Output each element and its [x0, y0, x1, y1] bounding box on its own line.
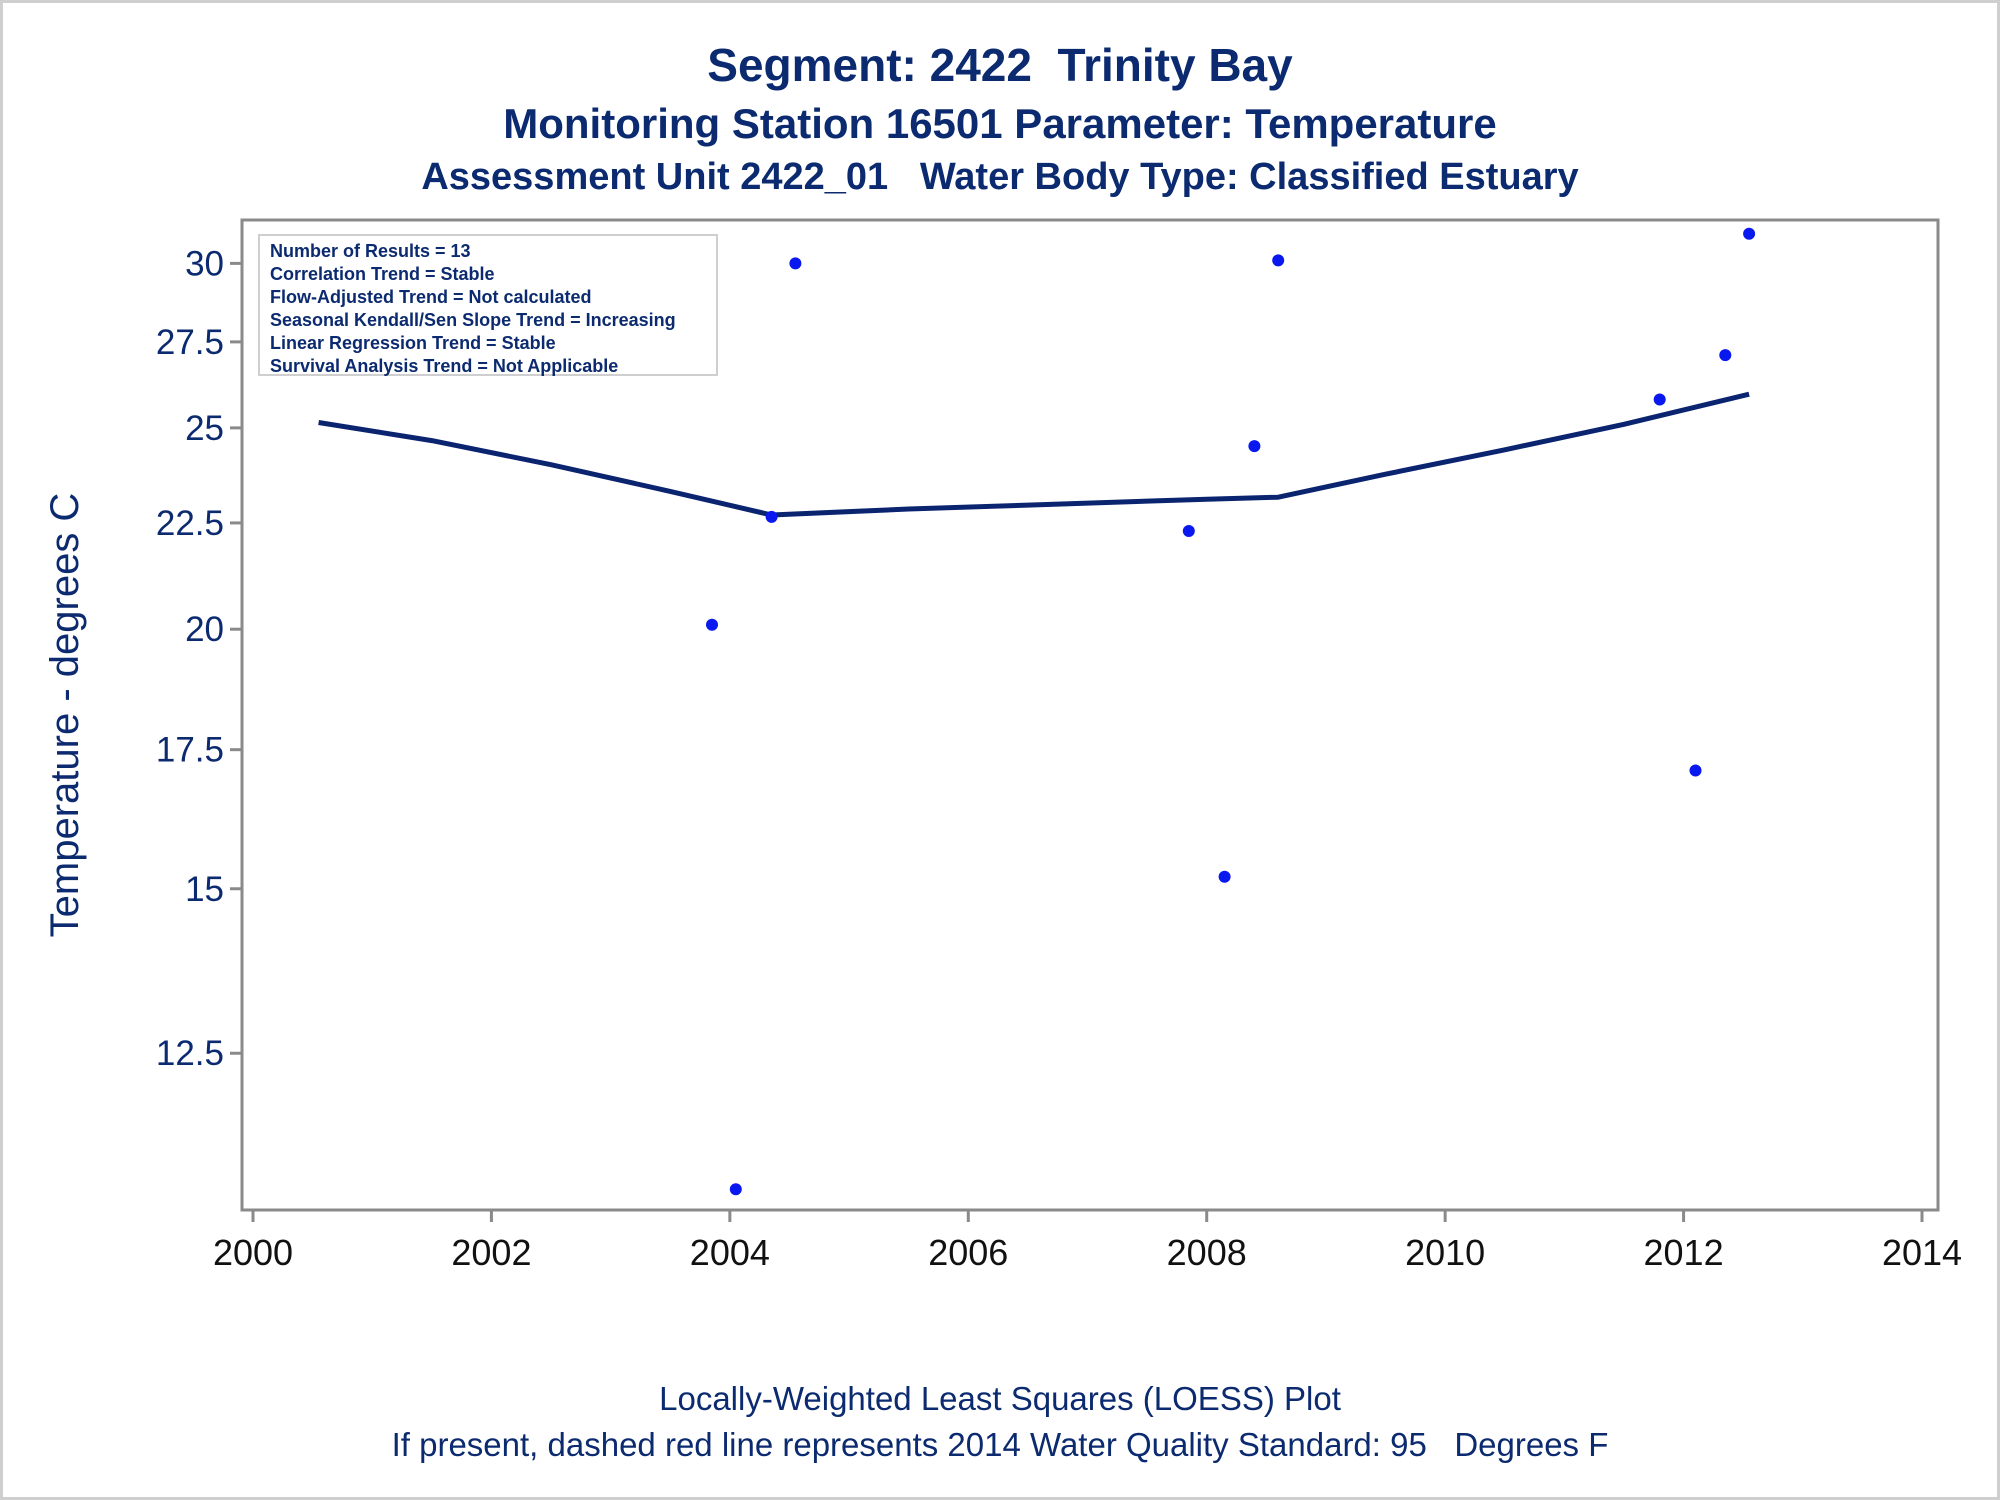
- data-point: [706, 618, 718, 631]
- x-tick-label: 2010: [1405, 1232, 1485, 1273]
- data-point: [1689, 764, 1702, 777]
- stat-number-of-results: Number of Results = 13: [270, 241, 471, 261]
- data-point: [1218, 870, 1231, 883]
- chart-subtitle-assessment: Assessment Unit 2422_01 Water Body Type:…: [421, 156, 1579, 198]
- stat-flow-adjusted-trend: Flow-Adjusted Trend = Not calculated: [270, 287, 592, 307]
- data-point: [1182, 525, 1195, 537]
- data-point: [1743, 227, 1756, 240]
- y-tick-label: 20: [185, 610, 224, 649]
- y-tick-label: 15: [185, 870, 224, 909]
- x-tick-label: 2000: [213, 1232, 293, 1273]
- x-tick-label: 2004: [690, 1232, 770, 1273]
- data-point: [789, 257, 802, 270]
- x-tick-label: 2012: [1644, 1232, 1724, 1273]
- x-tick-label: 2006: [928, 1232, 1008, 1273]
- stat-correlation-trend: Correlation Trend = Stable: [270, 264, 495, 284]
- y-axis: 12.5 15 17.5 20 22.5 25 27.5 30: [156, 244, 242, 1073]
- chart-title: Segment: 2422 Trinity Bay: [707, 39, 1293, 91]
- trend-stats-box: Number of Results = 13 Correlation Trend…: [258, 234, 718, 376]
- x-axis: 2000 2002 2004 2006 2008 2010 2012 2014: [213, 1210, 1962, 1273]
- data-point: [1653, 393, 1666, 406]
- x-tick-label: 2008: [1167, 1232, 1247, 1273]
- stat-survival-analysis-trend: Survival Analysis Trend = Not Applicable: [270, 356, 619, 376]
- x-tick-label: 2014: [1882, 1232, 1962, 1273]
- footnote-loess: Locally-Weighted Least Squares (LOESS) P…: [659, 1380, 1341, 1417]
- data-point: [765, 510, 778, 523]
- y-tick-label: 30: [185, 244, 224, 283]
- footnote-standard: If present, dashed red line represents 2…: [391, 1426, 1609, 1463]
- y-tick-label: 12.5: [156, 1034, 224, 1073]
- plot-area: [240, 218, 1940, 1212]
- data-point: [1719, 349, 1732, 362]
- data-point: [729, 1183, 742, 1196]
- chart-subtitle-station: Monitoring Station 16501 Parameter: Temp…: [503, 100, 1497, 147]
- data-point: [1272, 254, 1285, 267]
- y-axis-label: Temperature - degrees C: [43, 493, 87, 938]
- data-point: [1248, 440, 1261, 453]
- y-tick-label: 25: [185, 409, 224, 448]
- y-tick-label: 17.5: [156, 731, 224, 770]
- stat-linear-regression-trend: Linear Regression Trend = Stable: [270, 333, 556, 353]
- y-tick-label: 22.5: [156, 504, 224, 543]
- stat-seasonal-kendall-trend: Seasonal Kendall/Sen Slope Trend = Incre…: [270, 310, 676, 330]
- y-tick-label: 27.5: [156, 323, 224, 362]
- loess-line: [318, 391, 1750, 518]
- x-tick-label: 2002: [451, 1232, 531, 1273]
